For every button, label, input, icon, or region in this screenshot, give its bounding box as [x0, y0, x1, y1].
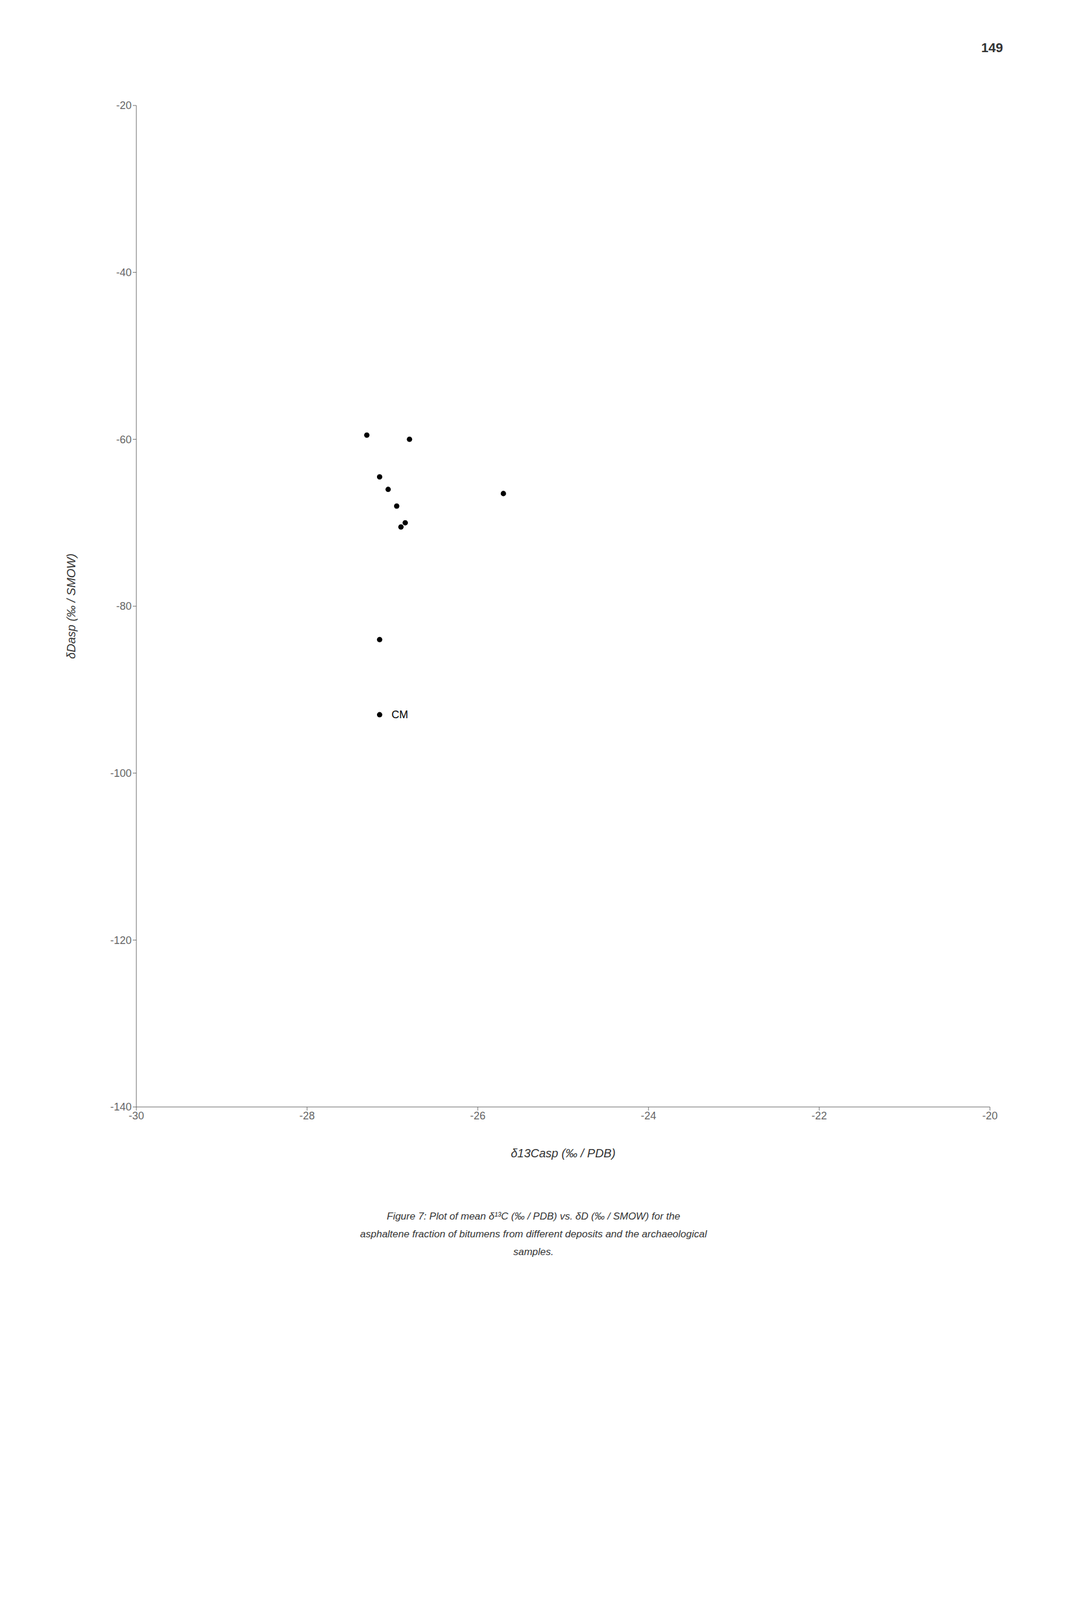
svg-text:-20: -20: [116, 99, 132, 112]
svg-text:-120: -120: [110, 934, 132, 947]
svg-text:-20: -20: [982, 1110, 998, 1123]
svg-text:CM: CM: [391, 708, 408, 721]
svg-text:-22: -22: [811, 1110, 827, 1123]
html-text:asphaltene fraction of bitumen: asphaltene fraction of bitumens from dif…: [360, 1228, 707, 1241]
svg-text:δDasp (‰ / SMOW): δDasp (‰ / SMOW): [64, 553, 78, 660]
svg-text:-28: -28: [299, 1110, 315, 1123]
html-text:samples.: samples.: [513, 1246, 554, 1258]
svg-text:-40: -40: [116, 266, 132, 279]
html-text:Figure 7: Plot of mean δ¹³C (‰: Figure 7: Plot of mean δ¹³C (‰ / PDB) vs…: [386, 1211, 681, 1223]
svg-text:-60: -60: [116, 433, 132, 446]
svg-text:-30: -30: [128, 1110, 145, 1123]
svg-text:-80: -80: [116, 600, 132, 613]
svg-text:δ13Casp (‰ / PDB): δ13Casp (‰ / PDB): [510, 1147, 616, 1161]
svg-text:-100: -100: [110, 767, 132, 780]
svg-text:-24: -24: [640, 1110, 657, 1123]
svg-text:-140: -140: [110, 1101, 132, 1114]
svg-text:-26: -26: [470, 1110, 486, 1123]
html-text:149: 149: [981, 40, 1003, 56]
